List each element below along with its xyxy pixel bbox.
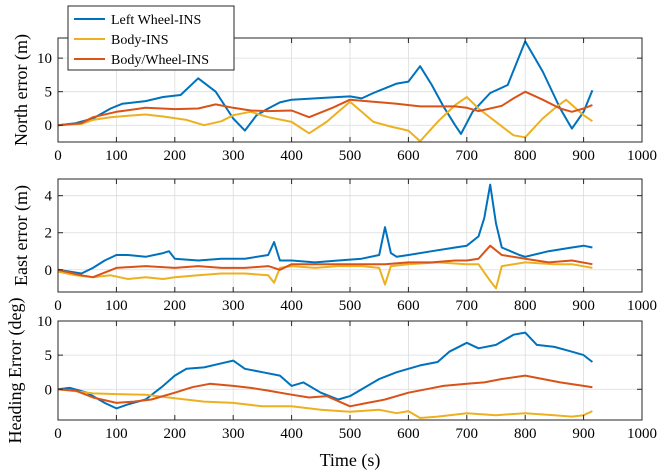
x-tick-label: 400 (280, 426, 303, 442)
x-tick-label: 700 (456, 426, 479, 442)
x-tick-label: 100 (105, 148, 128, 164)
panel-3: 0 100 200 300 400 500 600 700 800 900 10000510Head… (5, 298, 657, 444)
series-line-body-ins (57, 96, 593, 143)
series-line-left-wheel-ins (57, 183, 593, 275)
x-tick-label: 300 (222, 298, 245, 314)
y-tick-label: 5 (45, 348, 53, 364)
y-tick-label: 0 (45, 118, 53, 134)
x-tick-label: 500 (339, 426, 362, 442)
y-axis-label: East error (m) (11, 185, 32, 286)
x-tick-label: 800 (514, 426, 537, 442)
x-tick-label: 200 (164, 148, 187, 164)
x-tick-label: 700 (456, 298, 479, 314)
x-tick-label: 800 (514, 298, 537, 314)
x-tick-label: 500 (339, 298, 362, 314)
series-line-body-ins (57, 388, 593, 419)
x-tick-label: 1000 (627, 148, 657, 164)
x-tick-label: 1000 (627, 298, 657, 314)
x-tick-label: 700 (456, 148, 479, 164)
panel-1: 0 100 200 300 400 500 600 700 800 900 1000 0 5 10 Nort… (11, 34, 657, 164)
x-tick-label: 600 (397, 148, 420, 164)
x-tick-label: 900 (572, 426, 595, 442)
legend: Left Wheel-INS Body-INS Body/Wheel-INS (67, 5, 235, 71)
series-line-left-wheel-ins (57, 40, 594, 135)
legend-label-body-wheel-ins: Body/Wheel-INS (111, 53, 209, 68)
x-axis-label: Time (s) (320, 450, 381, 471)
y-tick-label: 10 (37, 51, 52, 67)
y-tick-label: 0 (45, 382, 53, 398)
x-tick-label: 400 (280, 148, 303, 164)
x-tick-label: 100 (105, 426, 128, 442)
x-tick-label: 200 (164, 298, 187, 314)
x-tick-label: 0 (54, 148, 62, 164)
panel-2: 0 100 200 300 400 500 600 700 800 900 1000 0 2 4 East … (11, 178, 657, 314)
x-tick-label: 600 (397, 426, 420, 442)
series-line-left-wheel-ins (57, 331, 594, 410)
x-tick-label: 900 (572, 298, 595, 314)
series-line-body-wheel-ins (57, 90, 593, 127)
x-tick-label: 300 (222, 148, 245, 164)
x-tick-label: 100 (105, 298, 128, 314)
x-tick-label: 400 (280, 298, 303, 314)
x-tick-label: 900 (572, 148, 595, 164)
x-tick-label: 600 (397, 298, 420, 314)
y-tick-label: 10 (37, 314, 52, 330)
x-tick-label: 800 (514, 148, 537, 164)
x-tick-label: 0 (54, 426, 62, 442)
y-tick-label: 5 (45, 85, 53, 101)
y-tick-label: 4 (45, 189, 53, 205)
legend-label-left-wheel-ins: Left Wheel-INS (111, 13, 201, 28)
y-axis-label: North error (m) (11, 34, 32, 146)
x-tick-label: 300 (222, 426, 245, 442)
series-line-body-wheel-ins (57, 374, 593, 408)
x-tick-label: 500 (339, 148, 362, 164)
series-line-body-ins (57, 261, 593, 290)
y-tick-label: 0 (45, 263, 53, 279)
x-tick-label: 200 (164, 426, 187, 442)
x-tick-label: 0 (54, 298, 62, 314)
y-axis-label: Heading Error (deg) (5, 298, 26, 444)
legend-label-body-ins: Body-INS (111, 33, 169, 48)
series-line-body-wheel-ins (57, 244, 593, 279)
x-tick-label: 1000 (627, 426, 657, 442)
y-tick-label: 2 (45, 226, 53, 242)
